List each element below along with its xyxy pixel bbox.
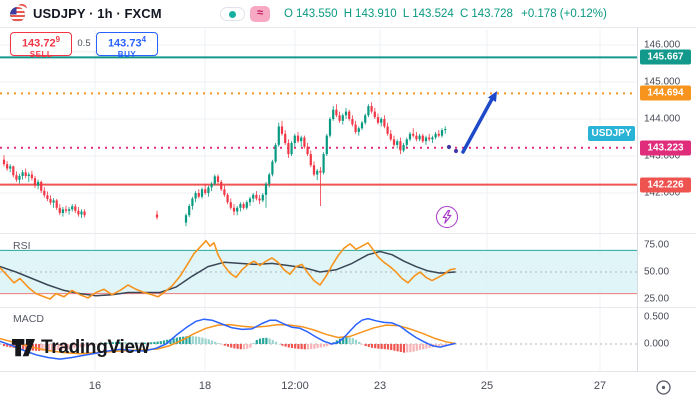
price-level-badge: 145.667 [640, 49, 691, 65]
open-label: O [284, 8, 293, 20]
high-label: H [343, 8, 353, 20]
ohlc-readout: O 143.550 H 143.910 L 143.524 C 143.728 +0.1… [284, 0, 610, 28]
timezone-button[interactable] [653, 377, 674, 398]
price-level-badge: 144.694 [640, 85, 691, 101]
symbol-title[interactable]: USDJPY · 1h · FXCM [33, 6, 162, 21]
buy-price-sup: 4 [141, 35, 147, 44]
rsi-pane-label[interactable]: RSI [13, 240, 31, 252]
us-flag-icon [10, 7, 25, 22]
time-axis-tick: 12:00 [281, 380, 309, 392]
price-level-badge: 143.223 [640, 140, 691, 156]
buy-button[interactable]: 143.734 BUY [96, 32, 158, 59]
price-axis-tick: 146.000 [644, 39, 681, 51]
market-open-dot-icon [229, 10, 236, 18]
price-axis-tick: 0.000 [644, 338, 670, 350]
tradingview-logo-icon [12, 338, 35, 357]
price-level-badge: 142.226 [640, 177, 691, 193]
close-value: 143.728 [471, 8, 513, 20]
price-axis-tick: 25.00 [644, 293, 670, 305]
price-axis-tick: 143.000 [644, 150, 681, 162]
close-label: C [460, 8, 469, 20]
price-axis-tick: 0.500 [644, 311, 670, 323]
price-axis[interactable]: JPY 146.000145.000144.000143.000142.0007… [637, 0, 696, 402]
buy-price: 143.73 [107, 37, 142, 50]
time-axis[interactable]: 16 18 12:00 23 25 27 [0, 371, 696, 402]
high-value: 143.910 [355, 8, 397, 20]
open-value: 143.550 [295, 8, 338, 20]
time-axis-tick: 18 [198, 380, 212, 392]
low-value: 143.524 [412, 8, 454, 20]
price-axis-tick: 75.00 [644, 239, 670, 251]
trade-panel: 143.729 SELL 0.5 143.734 BUY [10, 32, 158, 59]
time-axis-tick: 27 [593, 380, 607, 392]
price-axis-tick: 142.000 [644, 187, 681, 199]
tradingview-watermark: TradingView [12, 337, 150, 359]
lightning-icon [442, 210, 452, 224]
time-axis-tick: 16 [88, 380, 102, 392]
change-value: +0.178 (+0.12%) [521, 8, 607, 20]
low-label: L [402, 8, 410, 20]
symbol-price-badge: USDJPY [588, 126, 635, 141]
sell-price: 143.72 [21, 37, 56, 50]
price-axis-tick: 144.000 [644, 113, 681, 125]
spread-value: 0.5 [72, 37, 96, 51]
price-axis-tick: 50.00 [644, 266, 670, 278]
sell-price-sup: 9 [55, 35, 61, 44]
buy-label: BUY [117, 49, 137, 59]
price-axis-tick: 145.000 [644, 76, 681, 88]
sell-label: SELL [29, 49, 53, 59]
time-axis-tick: 25 [480, 380, 494, 392]
approx-price-icon[interactable]: ≈ [250, 6, 270, 22]
time-axis-tick: 23 [373, 380, 387, 392]
quick-trade-button[interactable] [436, 206, 458, 228]
tradingview-logo-text: TradingView [41, 337, 150, 358]
chart-header: USDJPY · 1h · FXCM ≈ O 143.550 H 143.910 L… [0, 0, 696, 28]
circle-dot-icon [656, 380, 671, 395]
sell-button[interactable]: 143.729 SELL [10, 32, 72, 59]
market-status-pill[interactable] [220, 7, 245, 21]
macd-pane-label[interactable]: MACD [13, 313, 44, 325]
